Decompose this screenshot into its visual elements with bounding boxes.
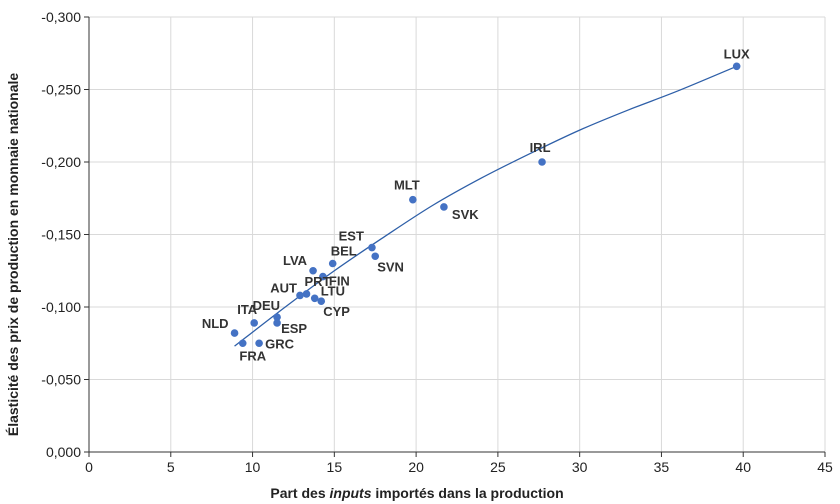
x-axis-title-part: importés dans la production: [372, 485, 564, 501]
point-label-bel: BEL: [331, 244, 357, 259]
y-tick-label: -0,250: [41, 82, 81, 98]
y-tick-label: -0,050: [41, 372, 81, 388]
x-axis-title: Part des inputs importés dans la product…: [270, 485, 563, 501]
point-label-mlt: MLT: [394, 178, 420, 193]
data-point-prt: [302, 290, 311, 298]
data-point-grc: [255, 339, 263, 348]
data-points: [230, 62, 741, 348]
x-tick-label: 45: [817, 459, 833, 475]
data-point-fin: [319, 272, 327, 281]
point-label-irl: IRL: [530, 140, 551, 155]
y-tick-label: -0,150: [41, 227, 81, 243]
y-tick-label: 0,000: [46, 444, 81, 460]
x-tick-label: 20: [408, 459, 424, 475]
x-tick-label: 30: [572, 459, 588, 475]
data-point-ltu: [310, 294, 319, 303]
data-point-lva: [309, 266, 317, 275]
data-point-cyp: [317, 297, 326, 306]
x-tick-label: 40: [735, 459, 751, 475]
point-label-svn: SVN: [377, 259, 404, 274]
point-label-esp: ESP: [281, 321, 307, 336]
x-axis-title-part: Part des: [270, 485, 329, 501]
data-point-aut: [296, 291, 304, 300]
x-tick-label: 5: [167, 459, 175, 475]
data-point-lux: [732, 62, 741, 71]
trendline: [234, 65, 737, 347]
point-label-cyp: CYP: [323, 304, 350, 319]
data-point-nld: [230, 329, 239, 337]
point-label-svk: SVK: [452, 207, 479, 222]
grid-lines: [89, 16, 826, 452]
x-tick-label: 35: [654, 459, 670, 475]
x-tick-label: 0: [85, 459, 93, 475]
y-axis-title: Élasticité des prix de production en mon…: [5, 73, 21, 437]
data-point-esp: [273, 319, 281, 327]
data-point-svk: [440, 203, 448, 211]
point-label-nld: NLD: [202, 316, 229, 331]
tick-labels: 0 5 10 15 20 25 30 35 40 45 0,000 -0,050 -0,100 -0,15…: [41, 9, 833, 475]
point-label-deu: DEU: [253, 298, 280, 313]
x-axis-title-part: inputs: [330, 485, 372, 501]
data-point-mlt: [409, 195, 417, 204]
data-point-irl: [538, 158, 546, 166]
point-label-fra: FRA: [239, 348, 266, 363]
data-point-deu: [273, 313, 281, 321]
y-tick-label: -0,200: [41, 154, 81, 170]
point-label-ltu: LTU: [321, 283, 345, 298]
data-point-bel: [328, 259, 337, 268]
x-tick-label: 25: [490, 459, 506, 475]
point-label-grc: GRC: [265, 336, 295, 351]
y-tick-label: -0,300: [41, 9, 81, 25]
point-label-est: EST: [339, 229, 364, 244]
point-label-prt: PRT: [305, 274, 331, 289]
point-label-fin: FIN: [329, 274, 350, 289]
point-label-lva: LVA: [283, 253, 308, 268]
point-label-ita: ITA: [237, 302, 258, 317]
point-label-lux: LUX: [724, 46, 750, 61]
point-label-aut: AUT: [270, 280, 297, 295]
data-point-svn: [371, 252, 380, 261]
data-point-ita: [250, 319, 258, 327]
x-tick-label: 10: [245, 459, 261, 475]
x-tick-label: 15: [327, 459, 343, 475]
y-tick-label: -0,100: [41, 299, 81, 315]
data-point-fra: [238, 339, 247, 348]
axes: [84, 16, 826, 457]
data-point-est: [368, 243, 376, 252]
